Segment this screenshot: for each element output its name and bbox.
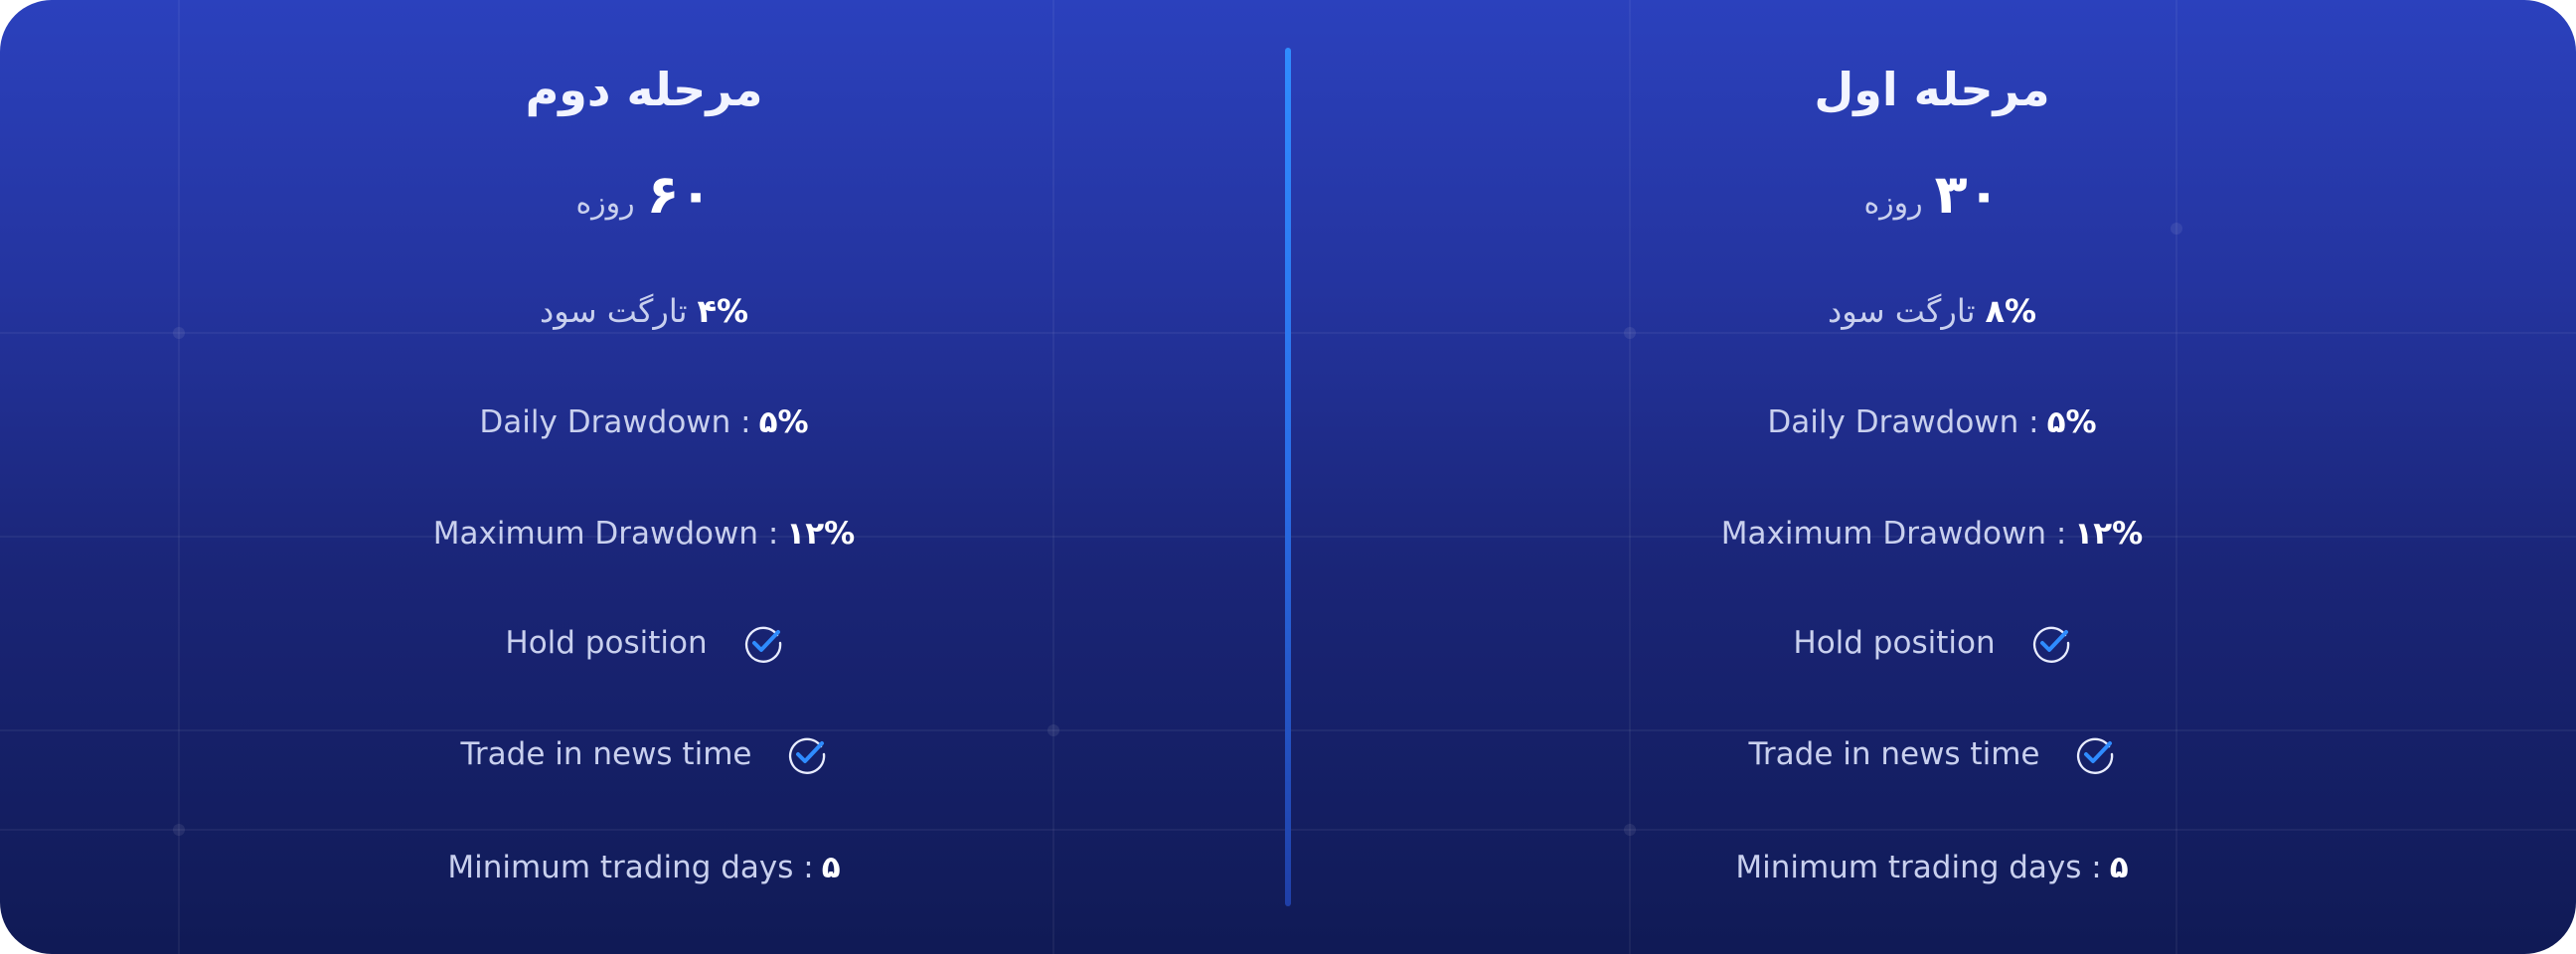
profit-target-value: ۴%: [697, 292, 749, 330]
daily-drawdown-label: Daily Drawdown :: [479, 404, 751, 440]
news-trading-row: Trade in news time: [1288, 727, 2576, 781]
column-divider: [1285, 48, 1291, 906]
check-circle-icon: [787, 734, 827, 774]
profit-target-label: تارگت سود: [1827, 292, 1976, 330]
daily-drawdown-row: Daily Drawdown : ۵%: [0, 396, 1288, 449]
check-circle-icon: [2075, 734, 2115, 774]
max-drawdown-value: ۱۲%: [2074, 516, 2144, 552]
min-trading-days-value: ۵: [821, 850, 841, 885]
phase-column-first: مرحله اول ۳۰ روزه ۸% تارگت سود Daily Dra…: [1288, 0, 2576, 954]
hold-position-label: Hold position: [1793, 625, 1996, 661]
daily-drawdown-label: Daily Drawdown :: [1767, 404, 2039, 440]
phase-column-second: مرحله دوم ۶۰ روزه ۴% تارگت سود Daily Dra…: [0, 63, 1288, 894]
check-circle-icon: [2031, 623, 2071, 663]
daily-drawdown-value: ۵%: [758, 404, 809, 440]
news-trading-label: Trade in news time: [1748, 736, 2040, 772]
min-trading-days-label: Minimum trading days :: [1735, 850, 2102, 885]
duration-value: ۳۰: [1934, 163, 2001, 226]
hold-position-row: Hold position: [1288, 616, 2576, 670]
duration-unit: روزه: [575, 186, 635, 221]
daily-drawdown-row: Daily Drawdown : ۵%: [1288, 396, 2576, 449]
news-trading-row: Trade in news time: [0, 727, 1288, 781]
profit-target: ۸% تارگت سود: [1288, 284, 2576, 338]
phase-title: مرحله دوم: [525, 63, 763, 116]
min-trading-days-label: Minimum trading days :: [447, 850, 814, 885]
hold-position-row: Hold position: [0, 616, 1288, 670]
phase-title: مرحله اول: [1814, 63, 2050, 116]
duration-unit: روزه: [1863, 186, 1923, 221]
hold-position-label: Hold position: [505, 625, 708, 661]
phase-duration: ۶۰ روزه: [0, 163, 1288, 238]
max-drawdown-label: Maximum Drawdown :: [432, 516, 779, 552]
news-trading-label: Trade in news time: [460, 736, 752, 772]
check-circle-icon: [743, 623, 783, 663]
min-trading-days-row: Minimum trading days : ۵: [0, 841, 1288, 894]
duration-value: ۶۰: [646, 163, 713, 226]
max-drawdown-value: ۱۲%: [786, 516, 856, 552]
min-trading-days-row: Minimum trading days : ۵: [1288, 841, 2576, 894]
phase-duration: ۳۰ روزه: [1288, 163, 2576, 238]
daily-drawdown-value: ۵%: [2046, 404, 2097, 440]
max-drawdown-row: Maximum Drawdown : ۱۲%: [0, 507, 1288, 560]
profit-target: ۴% تارگت سود: [0, 284, 1288, 338]
min-trading-days-value: ۵: [2109, 850, 2129, 885]
max-drawdown-label: Maximum Drawdown :: [1720, 516, 2067, 552]
profit-target-label: تارگت سود: [539, 292, 688, 330]
profit-target-value: ۸%: [1985, 292, 2037, 330]
max-drawdown-row: Maximum Drawdown : ۱۲%: [1288, 507, 2576, 560]
